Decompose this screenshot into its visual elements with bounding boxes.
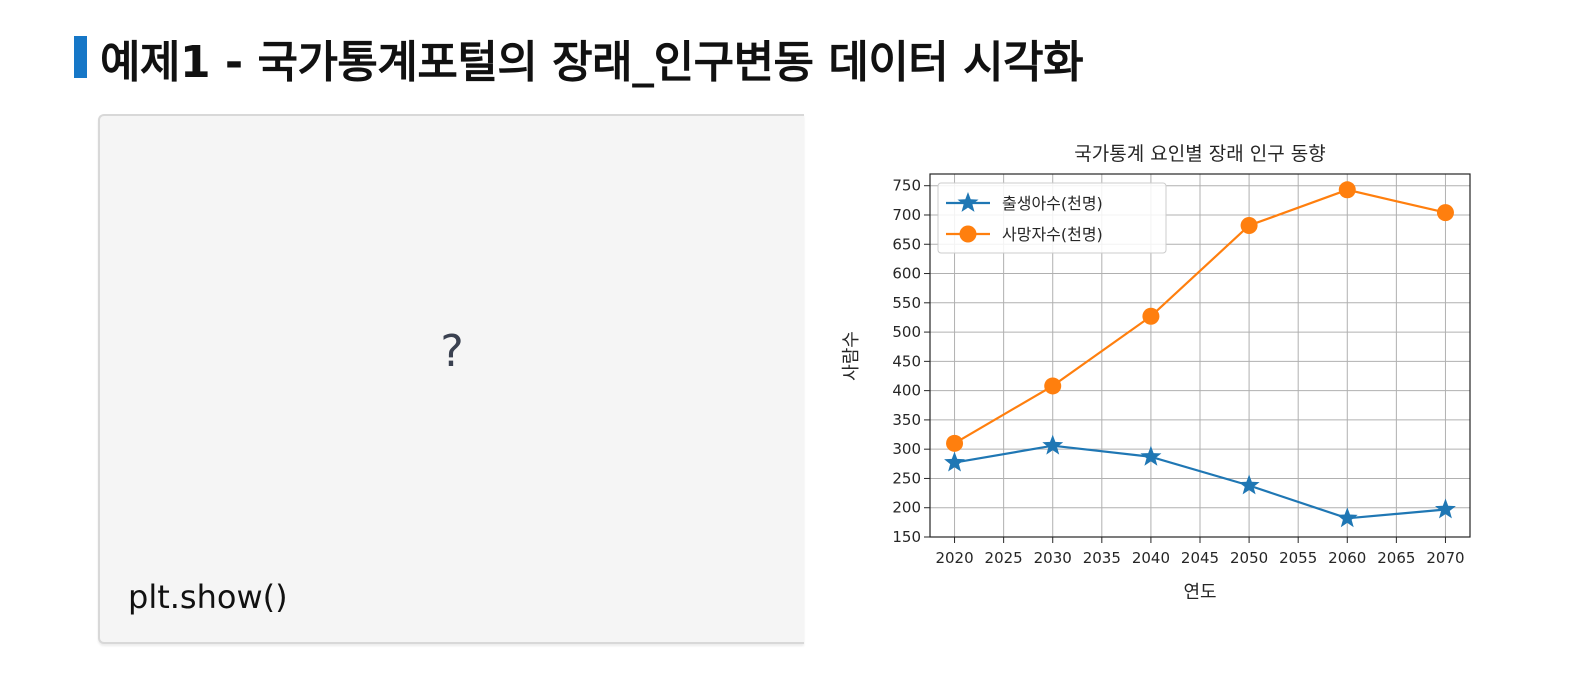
y-axis-label: 사람수: [841, 331, 862, 381]
y-tick-label: 750: [892, 177, 921, 195]
y-tick-label: 600: [892, 265, 921, 283]
code-line: plt.show(): [128, 578, 288, 616]
data-point-1: [1241, 217, 1258, 234]
chart-title: 국가통계 요인별 장래 인구 동향: [1074, 143, 1325, 165]
data-point-1: [1437, 204, 1454, 221]
y-ticks: 150 200 250 300 350 400 450 500 550 600 650 700 750: [892, 177, 930, 546]
y-tick-label: 300: [892, 440, 921, 458]
x-tick-label: 2050: [1230, 549, 1268, 567]
y-tick-label: 500: [892, 323, 921, 341]
x-tick-label: 2025: [985, 549, 1023, 567]
x-tick-label: 2065: [1377, 549, 1415, 567]
data-point-1: [1142, 308, 1159, 325]
y-tick-label: 450: [892, 352, 921, 370]
x-tick-label: 2040: [1132, 549, 1170, 567]
y-tick-label: 350: [892, 411, 921, 429]
code-placeholder: ?: [100, 326, 804, 377]
legend-marker: [960, 226, 977, 243]
y-tick-label: 150: [892, 528, 921, 546]
x-tick-label: 2070: [1426, 549, 1464, 567]
y-tick-label: 250: [892, 469, 921, 487]
x-axis-label: 연도: [1183, 582, 1216, 603]
y-tick-label: 400: [892, 382, 921, 400]
legend-label: 출생아수(천명): [1002, 194, 1103, 213]
x-tick-label: 2060: [1328, 549, 1366, 567]
y-tick-label: 700: [892, 206, 921, 224]
page-title: 예제1 - 국가통계포털의 장래_인구변동 데이터 시각화: [100, 26, 1083, 90]
y-tick-label: 550: [892, 294, 921, 312]
x-tick-label: 2035: [1083, 549, 1121, 567]
y-tick-label: 200: [892, 499, 921, 517]
x-tick-label: 2055: [1279, 549, 1317, 567]
y-tick-label: 650: [892, 235, 921, 253]
chart-legend: 출생아수(천명) 사망자수(천명): [938, 183, 1166, 253]
x-tick-label: 2020: [935, 549, 973, 567]
legend-label: 사망자수(천명): [1002, 225, 1103, 244]
data-point-1: [1339, 181, 1356, 198]
x-tick-label: 2030: [1034, 549, 1072, 567]
data-point-1: [1044, 377, 1061, 394]
code-panel: ? plt.show(): [98, 114, 804, 644]
data-point-1: [946, 435, 963, 452]
title-accent-bar: [74, 36, 87, 78]
x-ticks: 2020 2025 2030 2035 2040 2045 2050 2055 2060 2065…: [935, 537, 1464, 567]
line-chart: 국가통계 요인별 장래 인구 동향 2020 2025 2030 2035 2040 20…: [830, 118, 1510, 618]
x-tick-label: 2045: [1181, 549, 1219, 567]
